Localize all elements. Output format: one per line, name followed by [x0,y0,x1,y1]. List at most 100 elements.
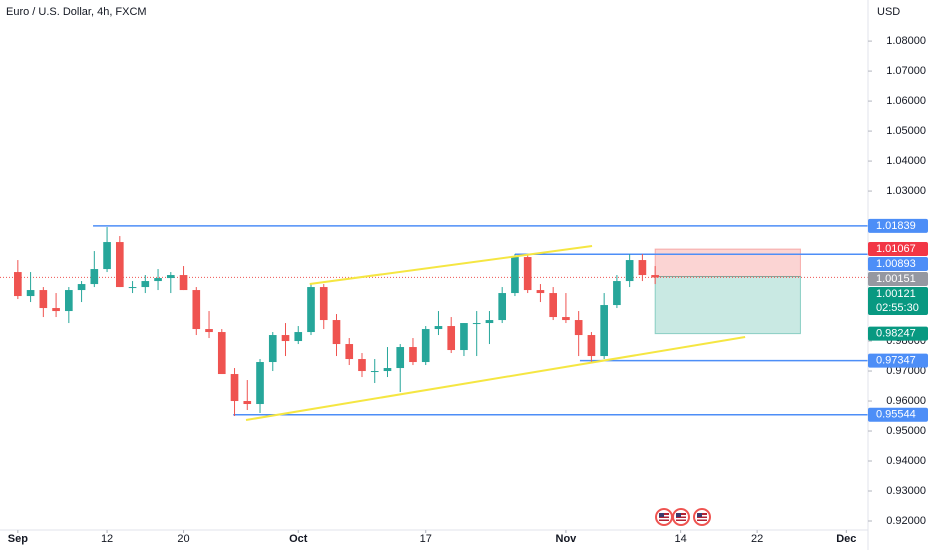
candle-body [179,275,188,291]
candle-body [90,269,99,285]
candle-body [574,320,583,336]
candle-body [613,281,621,306]
stop-zone [654,248,801,278]
currency-label: USD [877,6,900,18]
candle-body [370,371,379,373]
candle-body [141,281,150,288]
y-tick-label: 1.03000 [886,185,926,197]
candle-body [460,323,468,351]
event-flag[interactable] [672,508,690,526]
price-tag [868,287,928,316]
candle-body [498,293,507,321]
candle-body [638,260,647,276]
candle-body [205,329,213,333]
candle-body [166,275,175,279]
price-tag-label: 0.98247 [876,328,916,340]
x-tick-label: Dec [836,533,856,545]
candle-body [243,401,252,405]
price-tag [868,407,928,422]
candle-body [651,275,659,278]
candle-body [115,242,124,288]
price-tag [868,272,928,287]
candle-body [217,332,226,375]
y-tick-label: 0.97000 [886,365,926,377]
candle-body [294,332,303,342]
candle-body [77,284,86,291]
candle-body [256,362,264,405]
candle-body [472,323,481,325]
price-tag-label: 1.00893 [876,258,916,270]
price-tag-label: 02:55:30 [876,302,919,314]
x-tick-label: 12 [101,533,113,545]
price-tag-label: 1.01839 [876,220,916,232]
y-tick-label: 0.92000 [886,515,926,527]
candle-body [625,260,634,282]
price-tag-label: 1.00151 [876,273,916,285]
y-tick-label: 0.96000 [886,395,926,407]
x-tick-label: Oct [289,533,308,545]
candle-body [434,326,443,330]
candle-body [511,257,519,294]
candle-body [230,374,239,402]
candle-body [562,317,570,321]
event-flag[interactable] [693,508,711,526]
candle-body [485,320,494,324]
candle-body [600,305,608,357]
candle-body [549,293,557,318]
y-tick-label: 1.07000 [886,65,926,77]
x-tick-label: 22 [751,533,763,545]
candle-body [52,308,60,312]
y-tick-label: 1.08000 [886,35,926,47]
candle-body [383,368,392,372]
price-tag [868,242,928,257]
trend-line [245,336,746,421]
candle-body [154,278,162,282]
chart-title: Euro / U.S. Dollar, 4h, FXCM [6,6,147,18]
candle-body [192,290,201,330]
candle-body [358,359,366,372]
event-flags[interactable] [655,508,711,526]
candle-body [332,320,341,345]
candle-body [128,287,137,289]
y-tick-label: 1.05000 [886,125,926,137]
candle-body [345,344,354,360]
x-tick-label: 17 [420,533,432,545]
x-tick-label: Nov [556,533,578,545]
x-tick-label: 20 [177,533,189,545]
candle-body [281,335,290,342]
x-tick-label: 14 [675,533,687,545]
candle-body [65,290,73,312]
target-zone [654,276,801,335]
event-flag[interactable] [655,508,673,526]
x-tick-label: Sep [8,533,28,545]
candle-body [319,287,328,321]
y-tick-label: 0.93000 [886,485,926,497]
candle-body [536,290,545,294]
price-tag [868,326,928,341]
price-tag-label: 0.95544 [876,409,916,421]
candle-body [421,329,430,363]
price-tag-label: 1.01067 [876,243,916,255]
y-tick-label: 0.95000 [886,425,926,437]
candle-body [26,290,35,297]
candle-body [587,335,596,357]
candle-body [396,347,405,369]
price-tag-label: 0.97347 [876,355,916,367]
price-axis: 1.08000 1.07000 1.06000 1.05000 1.04000 1.030… [868,35,928,527]
y-tick-label: 0.94000 [886,455,926,467]
candle-body [39,290,48,309]
plot-area [0,225,868,421]
price-tag [868,218,928,233]
candle-body [14,272,22,297]
y-tick-label: 1.06000 [886,95,926,107]
candle-body [447,326,456,351]
candle-body [409,347,417,363]
y-tick-label: 1.04000 [886,155,926,167]
candle-body [307,287,315,333]
candle-body [523,257,532,291]
candle-body [103,242,111,270]
price-tag [868,353,928,368]
candle-body [268,335,277,363]
